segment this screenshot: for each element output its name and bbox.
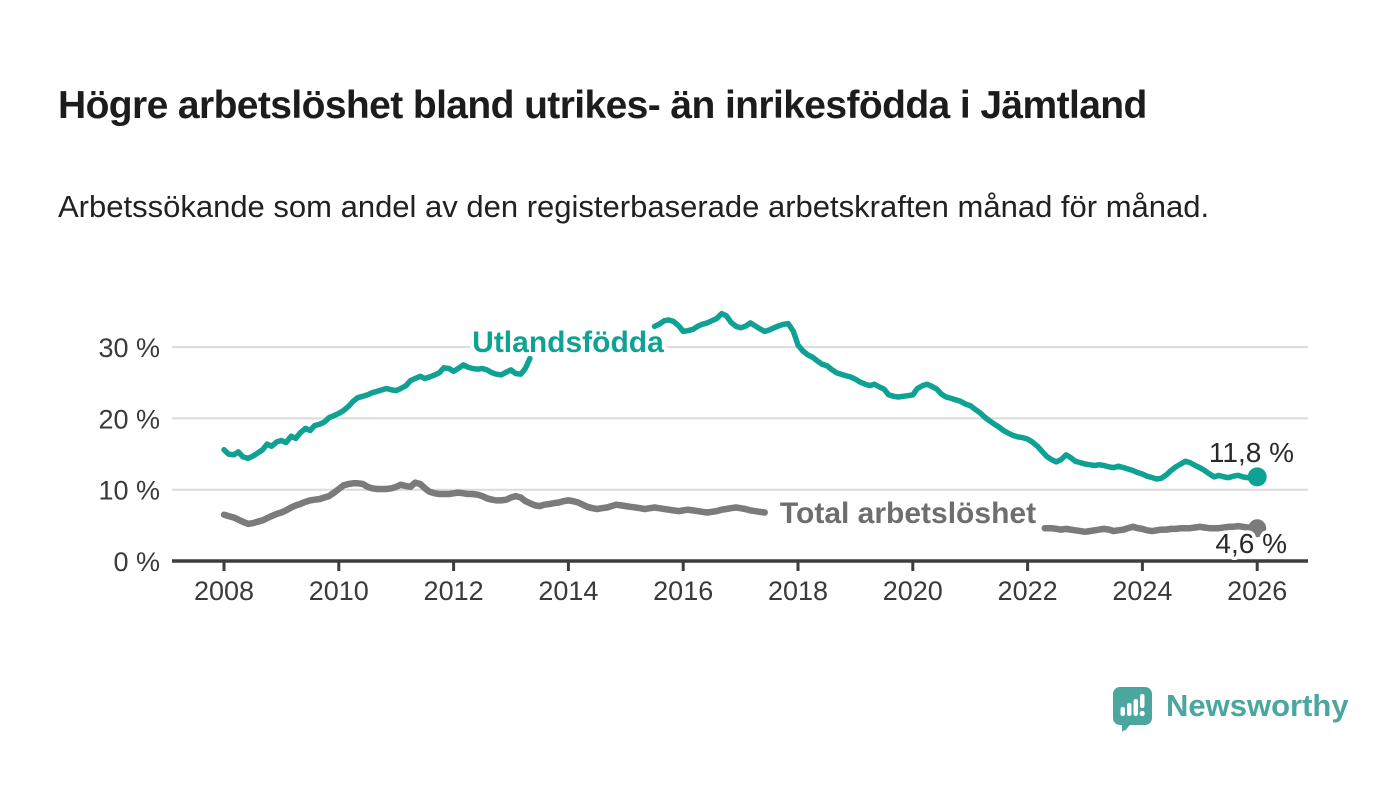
series-line-utlandsfodda — [651, 310, 1260, 482]
y-axis-tick-label: 20 % — [98, 404, 160, 434]
page-title: Högre arbetslöshet bland utrikes- än inr… — [58, 84, 1147, 128]
newsworthy-wordmark: Newsworthy — [1166, 688, 1349, 723]
end-value-label-utlandsfodda: 11,8 % — [1209, 437, 1294, 468]
x-axis-tick-label: 2008 — [194, 576, 254, 606]
x-axis-tick-label: 2018 — [768, 576, 828, 606]
newsworthy-logo: Newsworthy — [1112, 686, 1349, 732]
x-axis-tick-label: 2012 — [424, 576, 484, 606]
x-axis-tick-label: 2010 — [309, 576, 369, 606]
x-axis-tick-label: 2020 — [883, 576, 943, 606]
end-value-label-total-arbetsloshet: 4,6 % — [1215, 528, 1287, 559]
y-axis-tick-label: 0 % — [113, 547, 160, 577]
series-line-utlandsfodda — [221, 355, 533, 462]
series-label-utlandsfodda: Utlandsfödda — [472, 326, 664, 359]
newsworthy-logo-icon — [1113, 687, 1152, 732]
series-end-dot-total-arbetsloshet — [1248, 519, 1267, 538]
x-axis-tick-label: 2026 — [1227, 576, 1287, 606]
x-axis-tick-label: 2014 — [538, 576, 598, 606]
series-label-total-arbetsloshet: Total arbetslöshet — [780, 497, 1036, 530]
series-end-dot-utlandsfodda — [1247, 467, 1267, 487]
series-line-total-arbetsloshet — [220, 479, 768, 528]
y-axis-tick-label: 10 % — [98, 476, 160, 506]
chart-subtitle: Arbetssökande som andel av den registerb… — [58, 189, 1210, 224]
x-axis-tick-label: 2022 — [998, 576, 1058, 606]
series-line-total-arbetsloshet — [1041, 522, 1261, 536]
y-axis-tick-label: 30 % — [98, 333, 160, 363]
x-axis-tick-label: 2024 — [1112, 576, 1172, 606]
x-axis-tick-label: 2016 — [653, 576, 713, 606]
